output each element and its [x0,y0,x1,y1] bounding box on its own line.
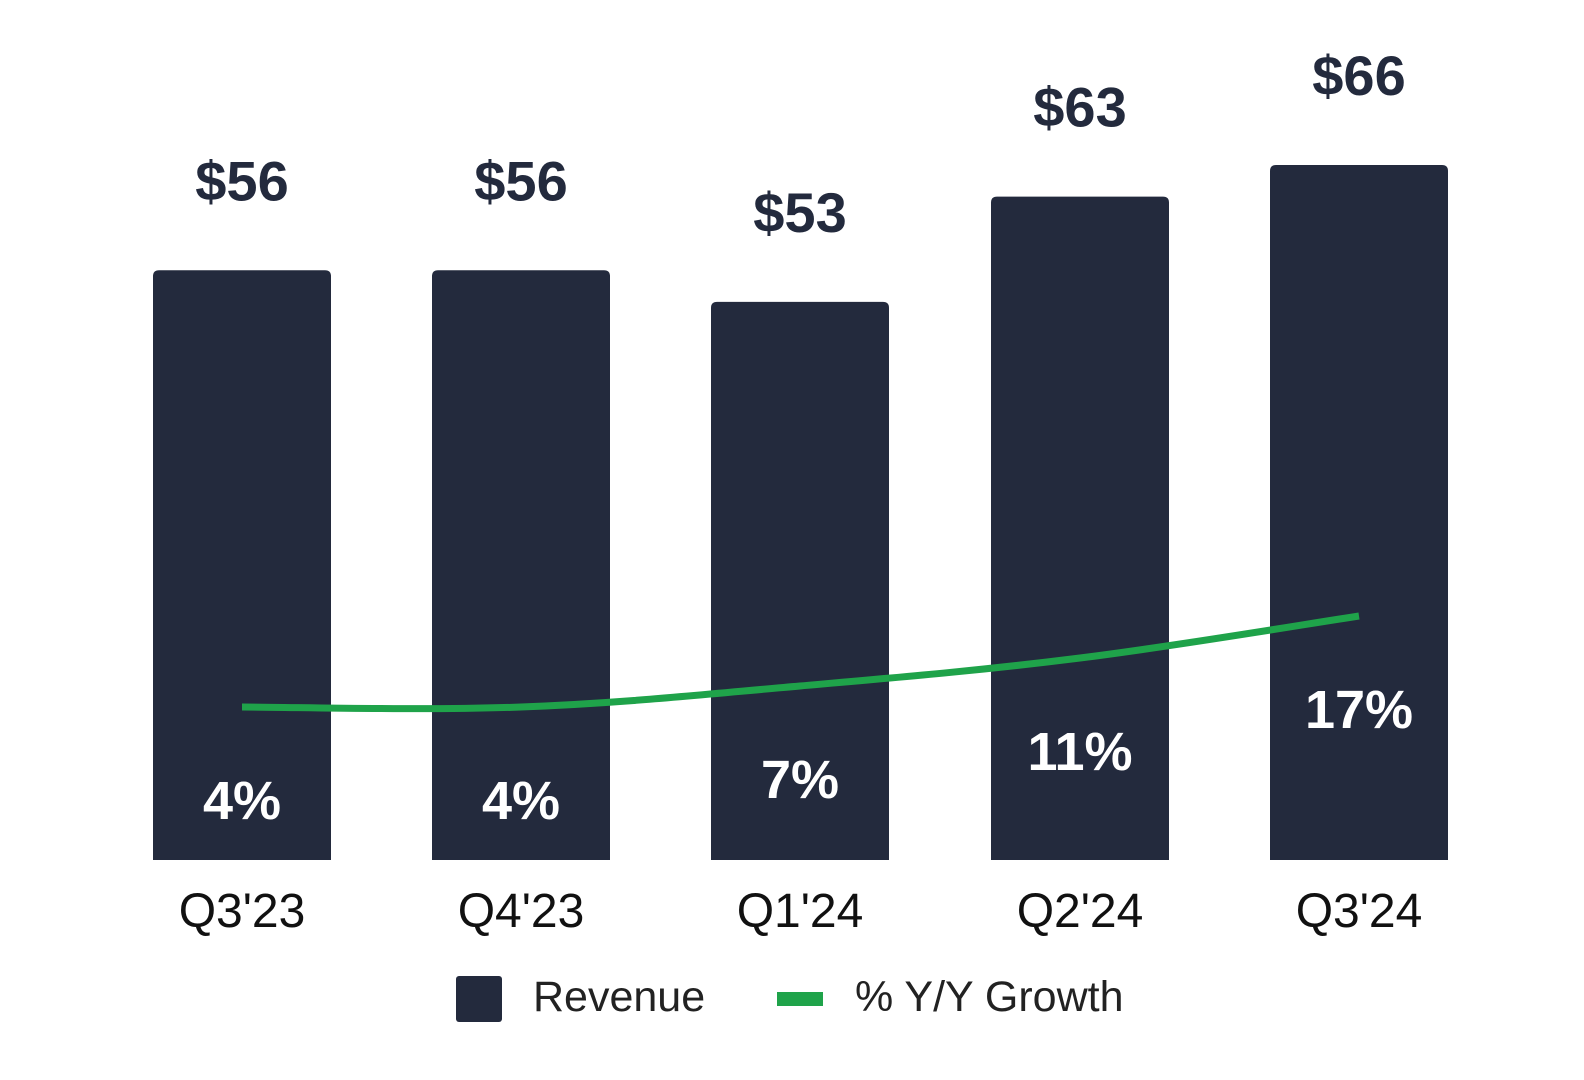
x-tick-label: Q3'24 [1296,885,1423,938]
revenue-bar-q4-23 [432,270,610,860]
revenue-value-label: $53 [753,181,846,244]
revenue-value-label: $56 [195,149,288,212]
legend-growth-label: % Y/Y Growth [855,973,1123,1021]
revenue-bar-q2-24 [991,196,1169,860]
growth-line [241,612,1360,713]
legend-revenue-label: Revenue [533,973,705,1021]
x-tick-label: Q1'24 [737,885,864,938]
revenue-value-label: $66 [1312,44,1405,107]
legend: Revenue % Y/Y Growth [456,973,1123,1022]
growth-value-label: 4% [203,771,281,831]
revenue-bar-q3-23 [153,270,331,860]
legend-growth-swatch [777,992,823,1006]
revenue-value-label: $63 [1033,76,1126,139]
growth-line-layer [241,612,1360,713]
data-labels: $56 $56 $53 $63 $66 4% 4% 7% 11% 17% [195,44,1413,831]
growth-value-label: 4% [482,771,560,831]
growth-value-label: 17% [1305,680,1413,740]
x-tick-label: Q3'23 [179,885,306,938]
growth-value-label: 7% [761,750,839,810]
x-tick-label: Q4'23 [458,885,585,938]
revenue-bar-q3-24 [1270,165,1448,860]
revenue-bar-q1-24 [711,301,889,861]
revenue-value-label: $56 [474,149,567,212]
x-tick-label: Q2'24 [1017,885,1144,938]
revenue-bars [153,165,1448,861]
legend-revenue-swatch [456,976,502,1022]
x-axis-ticks: Q3'23 Q4'23 Q1'24 Q2'24 Q3'24 [179,885,1423,938]
growth-value-label: 11% [1027,722,1132,782]
